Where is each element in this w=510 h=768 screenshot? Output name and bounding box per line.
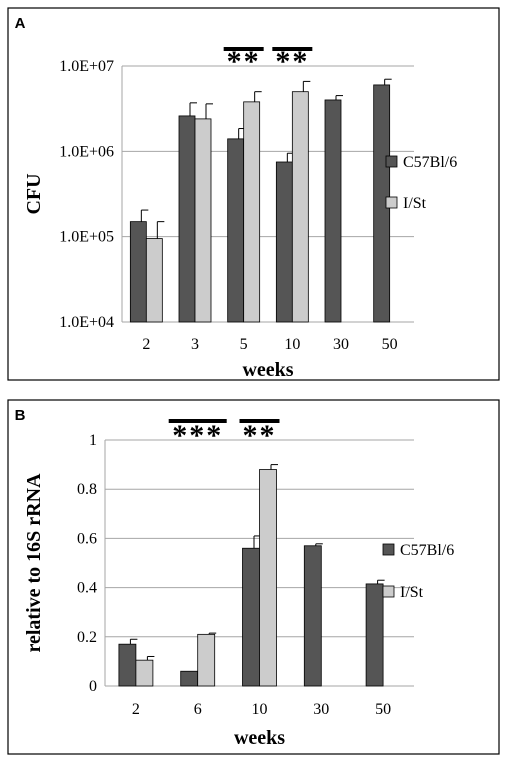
bar-series1 xyxy=(303,545,322,687)
legend-swatch-2 xyxy=(385,196,398,209)
legend-label-1: C57Bl/6 xyxy=(400,542,454,559)
bar-series1 xyxy=(178,115,196,323)
x-tick-label: 6 xyxy=(194,701,202,718)
y-tick-label: 0.8 xyxy=(77,481,97,498)
x-tick-label: 50 xyxy=(382,336,398,353)
x-tick-label: 10 xyxy=(252,701,268,718)
significance-marker: *** xyxy=(172,419,223,452)
y-tick-label: 1.0E+05 xyxy=(59,229,114,246)
x-tick-label: 2 xyxy=(142,336,150,353)
y-axis-title: CFU xyxy=(23,173,45,214)
legend-swatch-1 xyxy=(385,155,398,168)
significance-marker: ** xyxy=(275,45,309,78)
significance-marker: ** xyxy=(227,45,261,78)
legend-swatch-1 xyxy=(382,543,395,556)
y-tick-label: 0.4 xyxy=(77,580,97,597)
legend-label-2: I/St xyxy=(403,195,427,212)
bar-series2 xyxy=(197,633,216,687)
x-tick-label: 50 xyxy=(375,701,391,718)
x-tick-label: 3 xyxy=(191,336,199,353)
legend-label-1: C57Bl/6 xyxy=(403,154,457,171)
chart-frame xyxy=(7,399,500,755)
panel-letter: A xyxy=(15,15,26,32)
bar-series1 xyxy=(129,221,147,323)
bar-series2 xyxy=(194,118,212,323)
bar-series1 xyxy=(275,161,293,323)
legend-swatch-2 xyxy=(382,585,395,598)
legend-label-2: I/St xyxy=(400,584,424,601)
bar-series2 xyxy=(243,101,261,323)
bar-series1 xyxy=(180,670,199,687)
x-tick-label: 5 xyxy=(240,336,248,353)
y-tick-label: 0 xyxy=(89,678,97,695)
x-axis-title: weeks xyxy=(234,727,285,749)
y-tick-label: 1.0E+04 xyxy=(59,314,114,331)
x-tick-label: 30 xyxy=(333,336,349,353)
bar-series2 xyxy=(145,238,163,323)
bar-series1 xyxy=(365,583,384,687)
y-axis-title: relative to 16S rRNA xyxy=(23,473,45,653)
chart-b-svg: B00.20.40.60.812 6 10 30 50*** **weeksrelativ… xyxy=(7,399,500,755)
x-axis-title: weeks xyxy=(242,359,293,381)
bar-series1 xyxy=(242,547,260,687)
chart-panel-b: B 0 0.2 0.4 0.6 0.8 1 2 6 10 30 50 *** ** weeks relativ… xyxy=(0,392,510,768)
y-tick-label: 1 xyxy=(89,432,97,449)
bar-series1 xyxy=(118,643,137,687)
panel-letter: B xyxy=(15,407,26,424)
chart-a-svg: A 1.0E+04 1.0E+05 1.0E+06 1.0E+07 2 3 5 10 30 50 **… xyxy=(7,7,500,381)
chart-frame xyxy=(7,7,500,381)
bar-series2 xyxy=(135,659,154,687)
x-tick-label: 30 xyxy=(313,701,329,718)
y-tick-label: 0.2 xyxy=(77,629,97,646)
chart-panel-a: A 1.0E+04 1.0E+05 1.0E+06 1.0E+07 2 3 5 10 30 50 **… xyxy=(7,7,500,381)
y-tick-label: 1.0E+07 xyxy=(59,58,114,75)
x-tick-label: 2 xyxy=(132,701,140,718)
bar-series2 xyxy=(259,469,277,687)
y-tick-label: 0.6 xyxy=(77,530,97,547)
y-tick-label: 1.0E+06 xyxy=(59,143,114,160)
bar-series1 xyxy=(324,99,342,323)
significance-marker: ** xyxy=(243,419,277,452)
bar-series2 xyxy=(291,91,309,323)
bar-series1 xyxy=(227,138,245,323)
x-tick-label: 10 xyxy=(284,336,300,353)
